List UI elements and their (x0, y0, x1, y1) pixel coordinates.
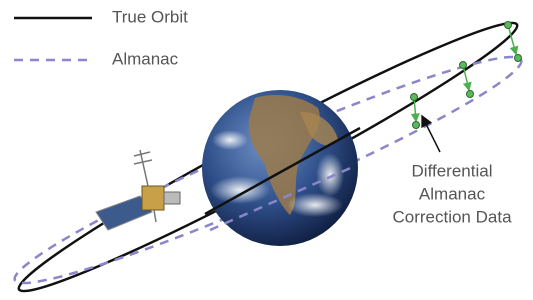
annotation-line: Correction Data (392, 207, 512, 226)
annotation-line: Almanac (419, 184, 486, 203)
diagram: True Orbit Almanac Di (0, 0, 533, 295)
legend-label: Almanac (112, 49, 179, 68)
annotation-arrow (422, 116, 440, 152)
satellite (96, 150, 180, 230)
correction-vectors (411, 22, 522, 129)
annotation-line: Differential (412, 161, 493, 180)
legend-label: True Orbit (112, 7, 188, 26)
page: {"legend": {"items": [{"label": "True Or… (0, 0, 533, 295)
